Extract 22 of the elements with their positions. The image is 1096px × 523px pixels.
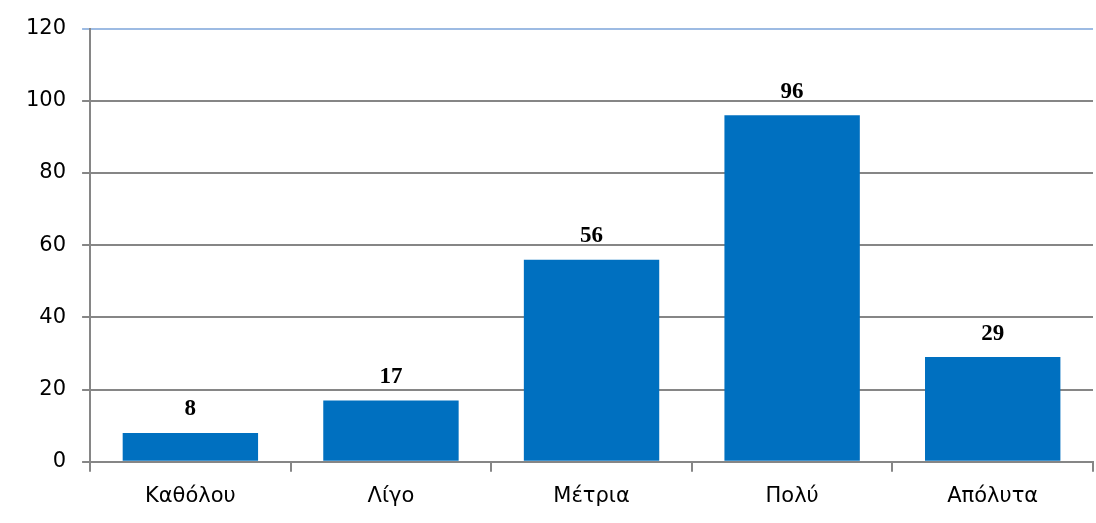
bar xyxy=(925,357,1061,461)
data-label: 56 xyxy=(580,222,604,248)
x-tick-label: Καθόλου xyxy=(145,482,236,507)
bar xyxy=(323,400,459,461)
x-tick-label: Απόλυτα xyxy=(947,482,1039,507)
data-label: 17 xyxy=(379,362,403,388)
bar xyxy=(724,115,860,461)
data-label: 29 xyxy=(981,319,1005,345)
y-tick-label: 80 xyxy=(39,159,67,184)
data-label: 96 xyxy=(780,77,804,103)
y-tick-label: 40 xyxy=(39,303,67,328)
bar xyxy=(122,432,259,461)
x-tick-label: Λίγο xyxy=(367,482,415,507)
bar xyxy=(523,259,660,461)
data-label: 8 xyxy=(184,395,197,421)
y-tick-label: 120 xyxy=(25,15,67,40)
x-tick-label: Μέτρια xyxy=(553,482,630,507)
x-tick-label: Πολύ xyxy=(765,482,819,507)
y-tick-label: 0 xyxy=(52,448,67,473)
y-tick-label: 20 xyxy=(39,376,67,401)
y-tick-label: 100 xyxy=(25,87,67,112)
y-tick-label: 60 xyxy=(39,231,67,256)
